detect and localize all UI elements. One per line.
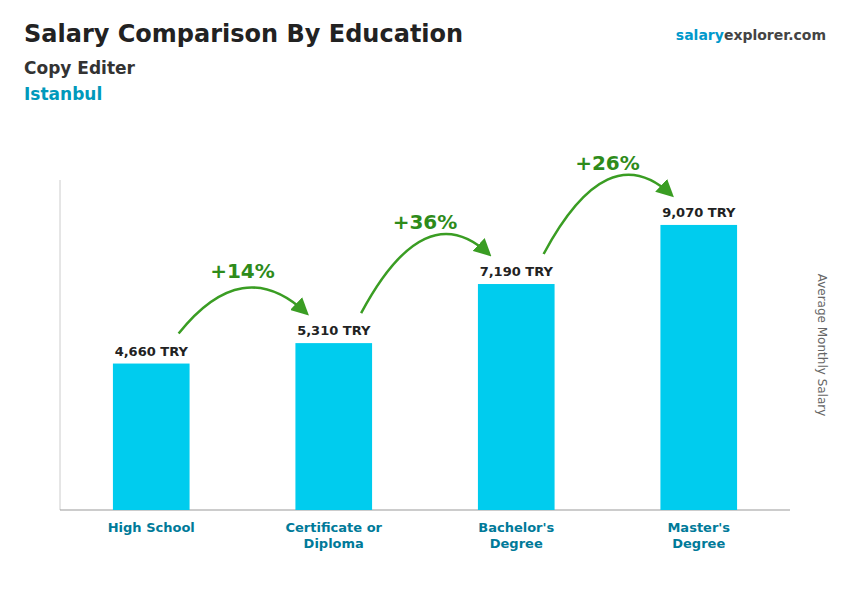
growth-arrow <box>179 287 307 333</box>
x-tick-label-line: Certificate or <box>286 520 383 535</box>
chart-container: Salary Comparison By Education Copy Edite… <box>0 0 850 606</box>
growth-label: +14% <box>210 259 275 283</box>
subtitle: Copy Editer <box>24 58 136 78</box>
bar <box>660 225 737 510</box>
x-tick-label: Master'sDegree <box>667 520 730 551</box>
brand: salaryexplorer.com <box>676 27 826 43</box>
value-label: 7,190 TRY <box>480 264 554 279</box>
growth-arrow <box>544 175 672 254</box>
y-axis-line <box>60 180 61 510</box>
brand-part: salary <box>676 27 724 43</box>
bar <box>113 364 190 510</box>
brand-part: explorer <box>724 27 790 43</box>
value-label: 4,660 TRY <box>115 344 189 359</box>
growth-label: +36% <box>393 210 458 234</box>
value-label: 9,070 TRY <box>662 205 736 220</box>
x-tick-label-line: Master's <box>667 520 730 535</box>
title: Salary Comparison By Education <box>24 20 463 48</box>
x-tick-label: High School <box>108 520 195 535</box>
bar <box>478 284 555 510</box>
growth-arrow <box>361 234 489 313</box>
chart-svg: Salary Comparison By Education Copy Edite… <box>0 0 850 606</box>
x-tick-label-line: Diploma <box>304 536 364 551</box>
bar <box>295 343 372 510</box>
x-tick-label-line: Degree <box>490 536 543 551</box>
location: Istanbul <box>24 84 102 104</box>
x-tick-label-line: Bachelor's <box>478 520 554 535</box>
bars <box>113 225 737 510</box>
brand-part: .com <box>788 27 826 43</box>
y-label: Average Monthly Salary <box>815 274 829 417</box>
x-tick-label-line: Degree <box>672 536 725 551</box>
x-tick-label: Bachelor'sDegree <box>478 520 554 551</box>
x-tick-label: Certificate orDiploma <box>286 520 383 551</box>
x-tick-label-line: High School <box>108 520 195 535</box>
growth-label: +26% <box>575 151 640 175</box>
value-label: 5,310 TRY <box>297 323 371 338</box>
